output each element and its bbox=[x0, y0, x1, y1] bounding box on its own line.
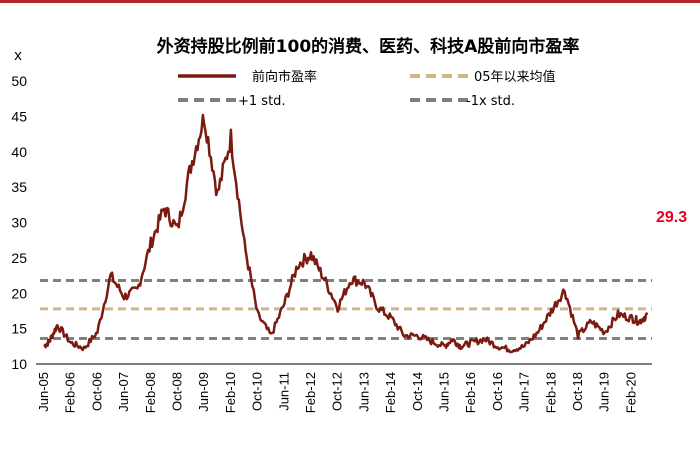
x-tick-label: Feb-12 bbox=[303, 372, 318, 413]
y-tick-label: 20 bbox=[11, 285, 27, 301]
legend-mean-label: 05年以来均值 bbox=[474, 69, 556, 85]
x-tick-labels: Jun-05 Feb-06 Oct-06 Jun-07 Feb-08 Oct-08 Jun-… bbox=[36, 372, 638, 413]
x-tick-label: Feb-14 bbox=[383, 372, 398, 413]
legend: 前向市盈率 05年以来均值 +1 std. -1x std. bbox=[178, 69, 556, 109]
x-tick-label: Feb-08 bbox=[143, 372, 158, 413]
x-tick-label: Oct-06 bbox=[89, 372, 104, 411]
y-tick-label: 45 bbox=[11, 108, 27, 124]
y-tick-label: 25 bbox=[11, 250, 27, 266]
x-tick-label: Feb-20 bbox=[623, 372, 638, 413]
y-tick-label: 40 bbox=[11, 144, 27, 160]
x-tick-label: Oct-18 bbox=[570, 372, 585, 411]
x-tick-label: Jun-09 bbox=[196, 372, 211, 412]
end-value-label: 29.3 bbox=[656, 209, 687, 226]
x-tick-label: Jun-05 bbox=[36, 372, 51, 412]
x-tick-label: Jun-15 bbox=[437, 372, 452, 412]
y-tick-label: 35 bbox=[11, 179, 27, 195]
y-tick-labels: 10 15 20 25 30 35 40 45 50 bbox=[11, 73, 27, 372]
y-tick-label: 10 bbox=[11, 356, 27, 372]
y-tick-label: 15 bbox=[11, 321, 27, 337]
chart-title: 外资持股比例前100的消费、医药、科技A股前向市盈率 bbox=[157, 36, 580, 57]
x-tick-label: Feb-16 bbox=[463, 372, 478, 413]
x-tick-label: Feb-18 bbox=[543, 372, 558, 413]
y-tick-label: 30 bbox=[11, 215, 27, 231]
x-tick-label: Jun-19 bbox=[597, 372, 612, 412]
x-tick-label: Jun-11 bbox=[276, 372, 291, 411]
pe-series-line bbox=[43, 113, 649, 354]
x-tick-label: Feb-10 bbox=[223, 372, 238, 413]
legend-plus-std-label: +1 std. bbox=[238, 94, 286, 109]
y-tick-label: 50 bbox=[11, 73, 27, 89]
x-tick-label: Feb-06 bbox=[63, 372, 78, 413]
x-tick-label: Oct-08 bbox=[170, 372, 185, 411]
y-axis-label: x bbox=[14, 47, 22, 64]
x-tick-label: Oct-14 bbox=[410, 372, 425, 411]
legend-minus-std-label: -1x std. bbox=[466, 94, 515, 109]
legend-pe-label: 前向市盈率 bbox=[252, 69, 317, 85]
x-tick-label: Oct-16 bbox=[490, 372, 505, 411]
x-tick-label: Oct-12 bbox=[330, 372, 345, 411]
x-tick-label: Oct-10 bbox=[250, 372, 265, 411]
top-accent-bar bbox=[0, 0, 700, 3]
x-tick-label: Jun-13 bbox=[356, 372, 371, 412]
x-tick-label: Jun-07 bbox=[116, 372, 131, 412]
x-tick-label: Jun-17 bbox=[517, 372, 532, 412]
